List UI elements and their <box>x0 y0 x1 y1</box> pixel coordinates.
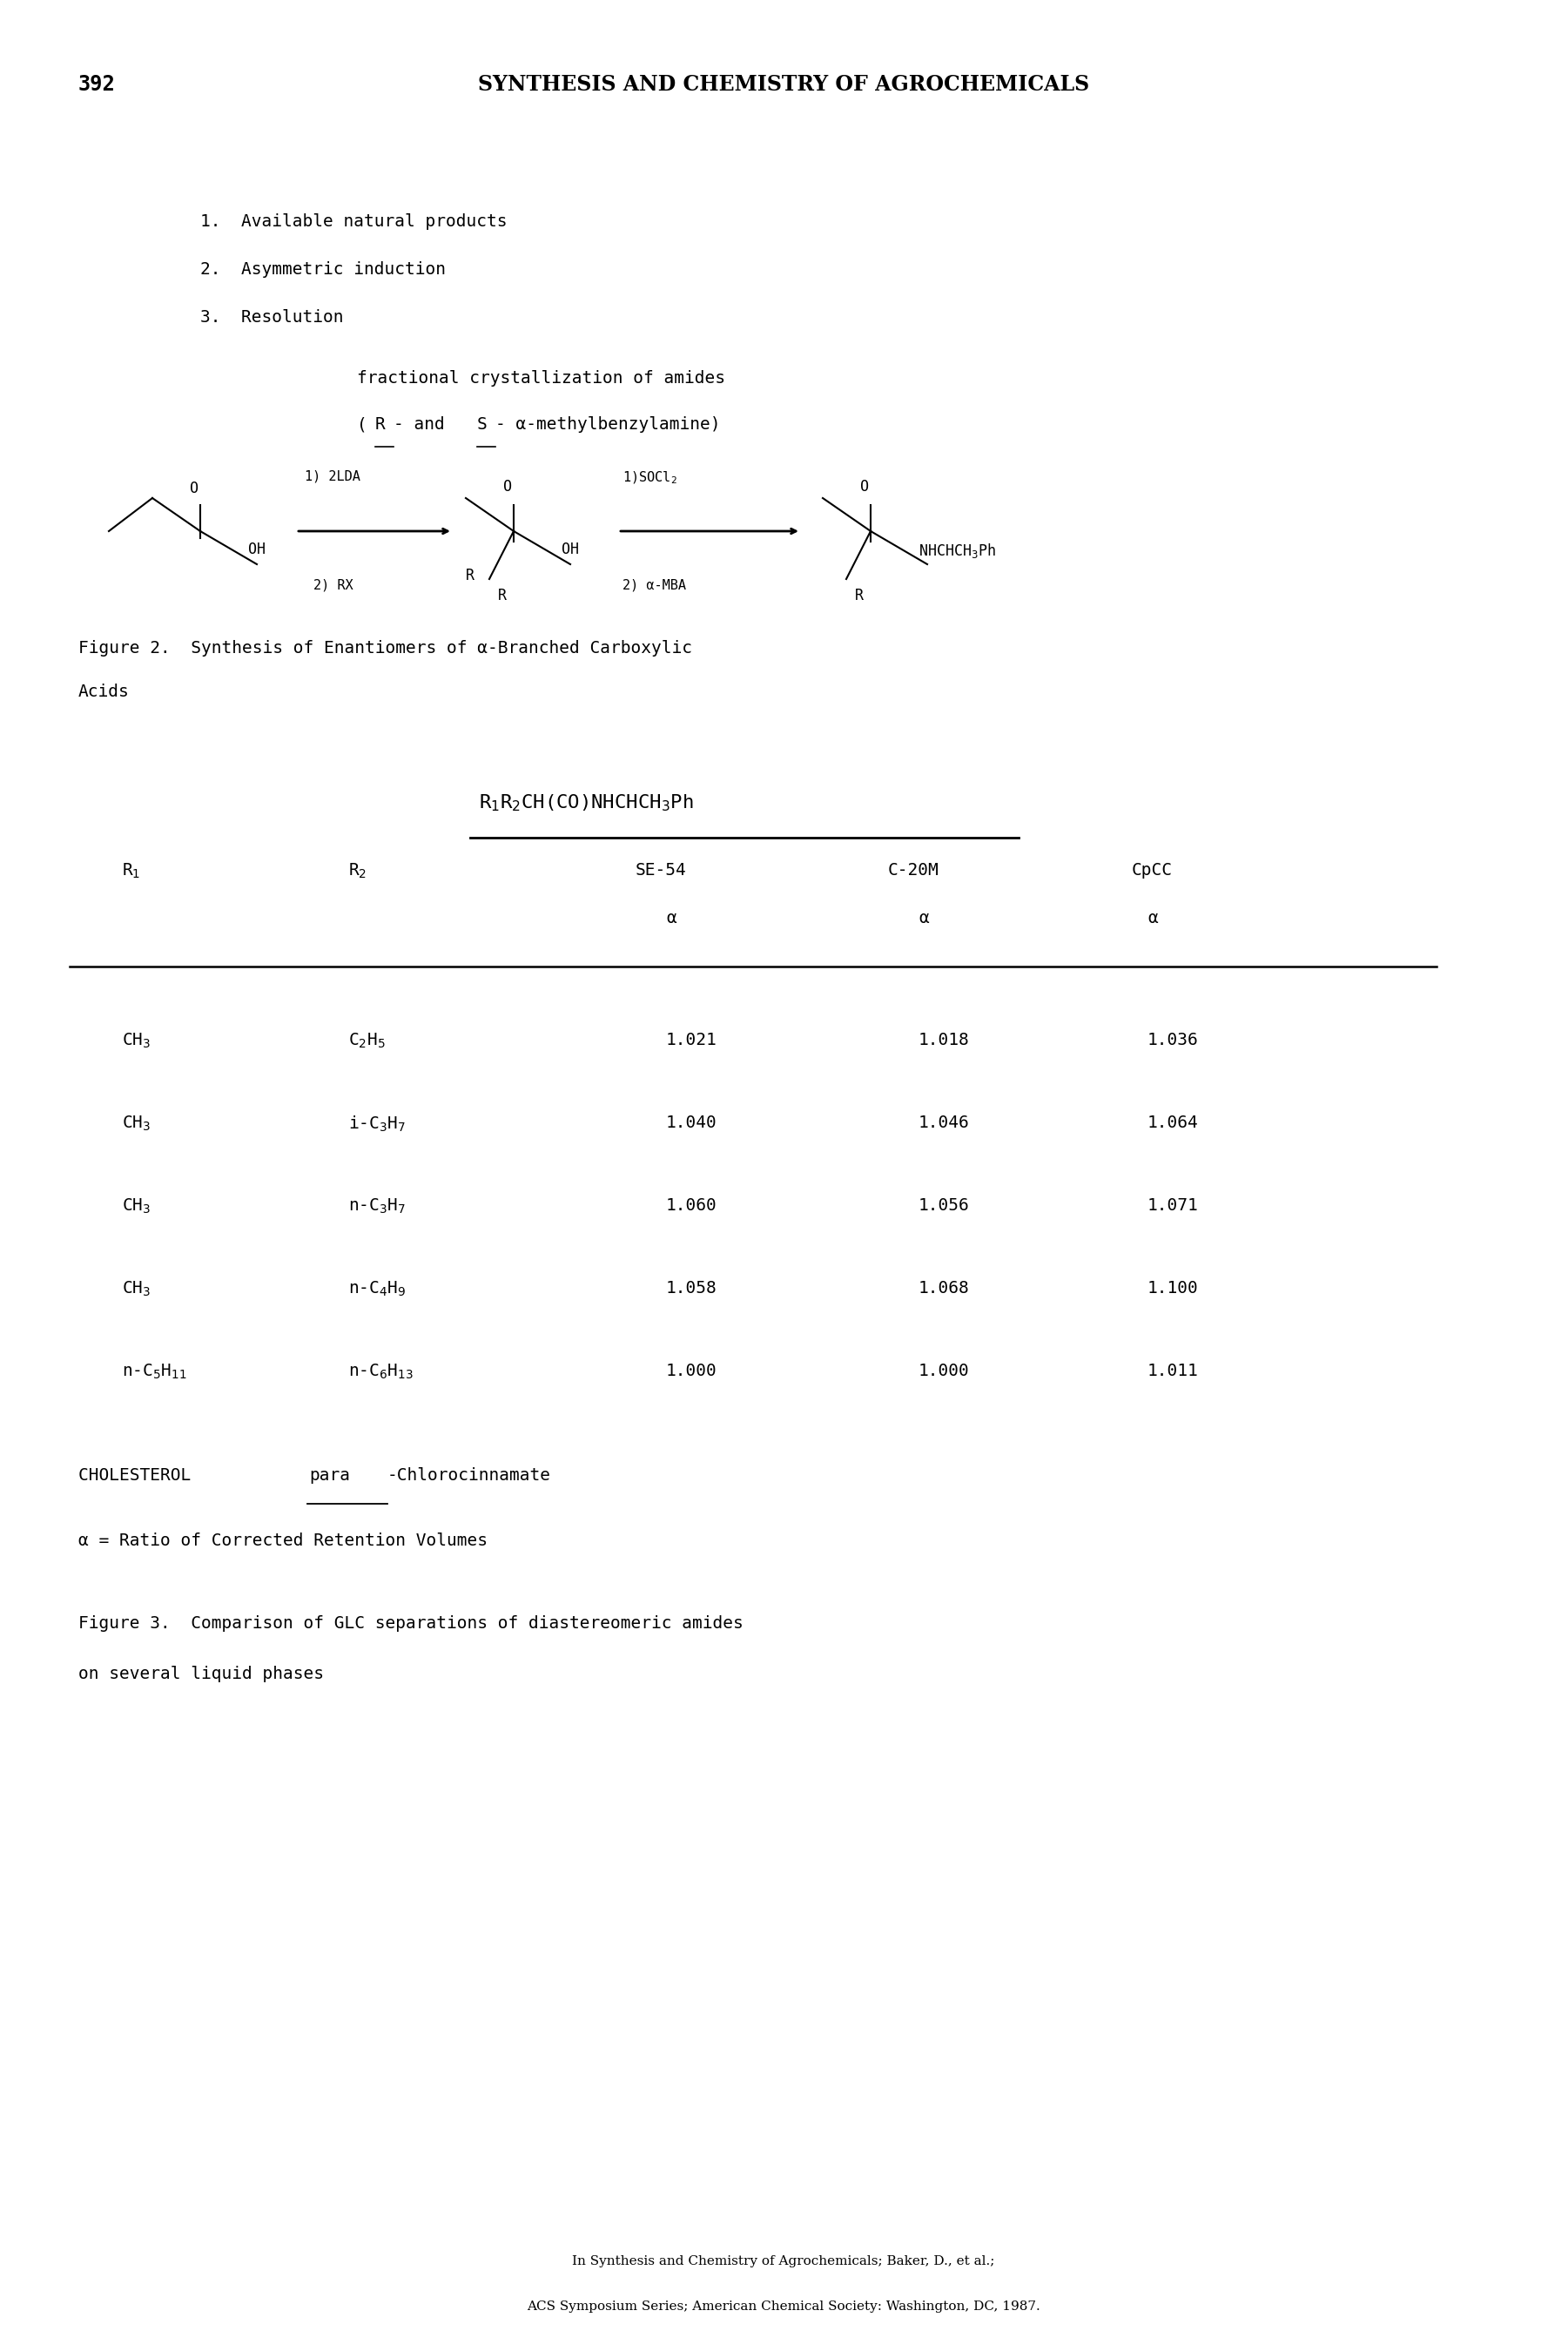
Text: α = Ratio of Corrected Retention Volumes: α = Ratio of Corrected Retention Volumes <box>78 1533 488 1549</box>
Text: Acids: Acids <box>78 684 130 701</box>
Text: n-C$_4$H$_9$: n-C$_4$H$_9$ <box>348 1279 406 1298</box>
Text: OH: OH <box>248 541 265 557</box>
Text: 1.018: 1.018 <box>919 1032 969 1049</box>
Text: 1.058: 1.058 <box>666 1279 717 1295</box>
Text: O: O <box>861 480 869 494</box>
Text: fractional crystallization of amides: fractional crystallization of amides <box>358 369 726 386</box>
Text: CpCC: CpCC <box>1132 863 1173 879</box>
Text: R: R <box>466 567 475 583</box>
Text: 1.071: 1.071 <box>1148 1197 1198 1213</box>
Text: α: α <box>919 910 928 926</box>
Text: R: R <box>499 588 506 604</box>
Text: R: R <box>855 588 864 604</box>
Text: R: R <box>375 416 386 433</box>
Text: R$_2$: R$_2$ <box>348 863 367 882</box>
Text: R$_1$R$_2$CH(CO)NHCHCH$_3$Ph: R$_1$R$_2$CH(CO)NHCHCH$_3$Ph <box>478 792 693 813</box>
Text: 2) α-MBA: 2) α-MBA <box>622 578 687 592</box>
Text: 1.000: 1.000 <box>919 1364 969 1380</box>
Text: 2) RX: 2) RX <box>314 578 353 592</box>
Text: CH$_3$: CH$_3$ <box>122 1032 151 1051</box>
Text: SYNTHESIS AND CHEMISTRY OF AGROCHEMICALS: SYNTHESIS AND CHEMISTRY OF AGROCHEMICALS <box>478 73 1090 94</box>
Text: C-20M: C-20M <box>887 863 939 879</box>
Text: 1.  Available natural products: 1. Available natural products <box>201 214 506 230</box>
Text: -Chlorocinnamate: -Chlorocinnamate <box>387 1467 550 1483</box>
Text: 1)SOCl$_2$: 1)SOCl$_2$ <box>622 470 677 487</box>
Text: 1) 2LDA: 1) 2LDA <box>304 470 361 484</box>
Text: Figure 2.  Synthesis of Enantiomers of α-Branched Carboxylic: Figure 2. Synthesis of Enantiomers of α-… <box>78 639 691 656</box>
Text: 1.046: 1.046 <box>919 1114 969 1131</box>
Text: α: α <box>1148 910 1157 926</box>
Text: α: α <box>666 910 676 926</box>
Text: (: ( <box>358 416 367 433</box>
Text: 3.  Resolution: 3. Resolution <box>201 308 343 327</box>
Text: SE-54: SE-54 <box>635 863 687 879</box>
Text: O: O <box>503 480 511 494</box>
Text: on several liquid phases: on several liquid phases <box>78 1667 325 1683</box>
Text: CH$_3$: CH$_3$ <box>122 1279 151 1298</box>
Text: 1.068: 1.068 <box>919 1279 969 1295</box>
Text: 1.060: 1.060 <box>666 1197 717 1213</box>
Text: OH: OH <box>561 541 579 557</box>
Text: 1.040: 1.040 <box>666 1114 717 1131</box>
Text: CH$_3$: CH$_3$ <box>122 1197 151 1215</box>
Text: O: O <box>190 480 199 496</box>
Text: Figure 3.  Comparison of GLC separations of diastereomeric amides: Figure 3. Comparison of GLC separations … <box>78 1615 743 1632</box>
Text: C$_2$H$_5$: C$_2$H$_5$ <box>348 1032 386 1051</box>
Text: n-C$_6$H$_{13}$: n-C$_6$H$_{13}$ <box>348 1364 414 1382</box>
Text: S: S <box>477 416 488 433</box>
Text: 1.064: 1.064 <box>1148 1114 1198 1131</box>
Text: 1.011: 1.011 <box>1148 1364 1198 1380</box>
Text: ACS Symposium Series; American Chemical Society: Washington, DC, 1987.: ACS Symposium Series; American Chemical … <box>527 2302 1040 2313</box>
Text: 392: 392 <box>78 73 116 94</box>
Text: n-C$_3$H$_7$: n-C$_3$H$_7$ <box>348 1197 406 1215</box>
Text: In Synthesis and Chemistry of Agrochemicals; Baker, D., et al.;: In Synthesis and Chemistry of Agrochemic… <box>572 2255 994 2266</box>
Text: 2.  Asymmetric induction: 2. Asymmetric induction <box>201 261 445 277</box>
Text: NHCHCH$_3$Ph: NHCHCH$_3$Ph <box>919 541 996 560</box>
Text: 1.021: 1.021 <box>666 1032 717 1049</box>
Text: 1.036: 1.036 <box>1148 1032 1198 1049</box>
Text: para: para <box>309 1467 350 1483</box>
Text: R$_1$: R$_1$ <box>122 863 141 882</box>
Text: n-C$_5$H$_{11}$: n-C$_5$H$_{11}$ <box>122 1364 187 1382</box>
Text: i-C$_3$H$_7$: i-C$_3$H$_7$ <box>348 1114 406 1133</box>
Text: - α-methylbenzylamine): - α-methylbenzylamine) <box>495 416 720 433</box>
Text: CHOLESTEROL: CHOLESTEROL <box>78 1467 201 1483</box>
Text: 1.056: 1.056 <box>919 1197 969 1213</box>
Text: CH$_3$: CH$_3$ <box>122 1114 151 1133</box>
Text: 1.000: 1.000 <box>666 1364 717 1380</box>
Text: - and: - and <box>394 416 455 433</box>
Text: 1.100: 1.100 <box>1148 1279 1198 1295</box>
